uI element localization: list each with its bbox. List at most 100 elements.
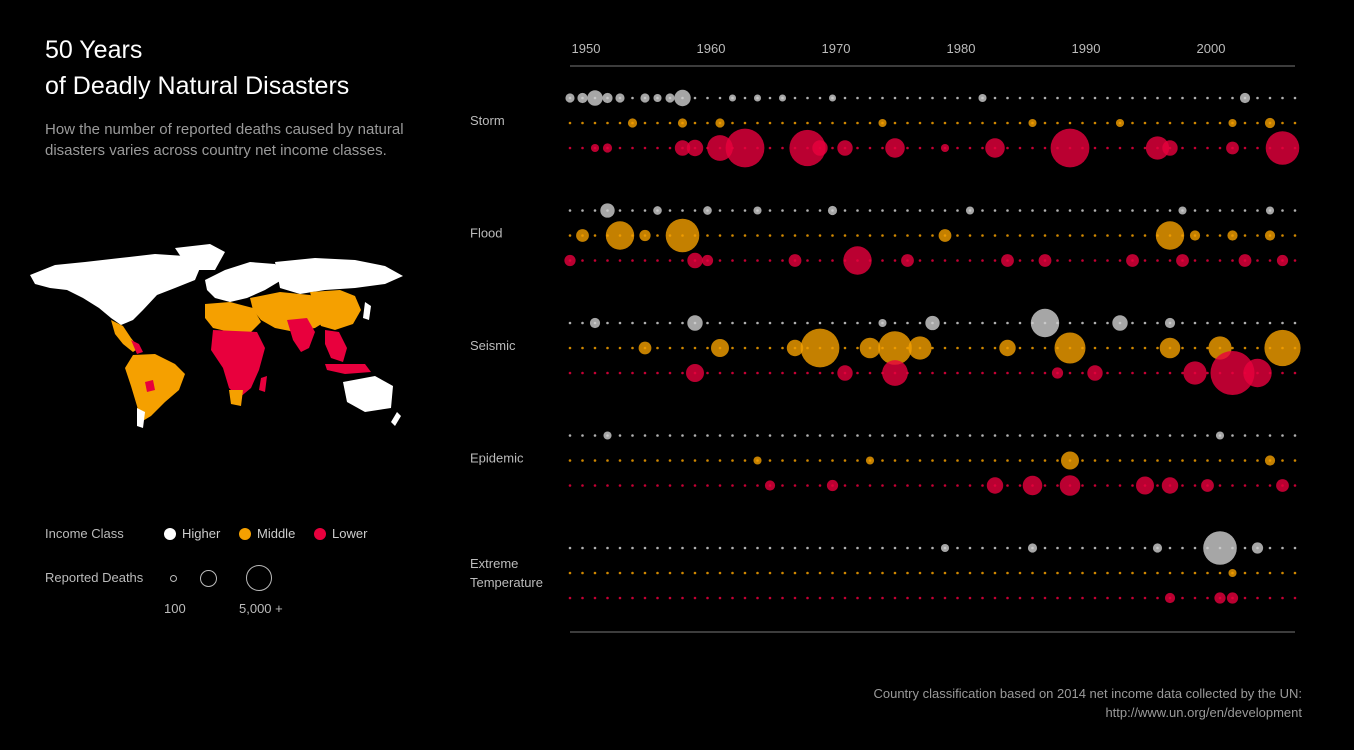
data-point <box>665 218 700 253</box>
baseline-dot <box>893 546 897 550</box>
baseline-dot <box>843 321 847 325</box>
baseline-dot <box>706 321 709 325</box>
baseline-dot <box>1106 121 1109 125</box>
baseline-dot <box>1168 371 1172 375</box>
baseline-dot <box>843 459 847 462</box>
baseline-dot <box>618 434 622 437</box>
baseline-dot <box>818 371 822 375</box>
baseline-dot <box>931 484 934 487</box>
baseline-dot <box>718 596 722 600</box>
data-point <box>1164 592 1176 604</box>
baseline-dot <box>1018 546 1022 550</box>
baseline-dot <box>893 484 897 487</box>
baseline-dot <box>1006 209 1009 212</box>
baseline-dot <box>1093 259 1097 262</box>
baseline-dot <box>1143 121 1147 125</box>
baseline-dot <box>1106 259 1109 262</box>
baseline-dot <box>681 596 684 600</box>
baseline-dot <box>1068 96 1072 100</box>
baseline-dot <box>1081 459 1084 462</box>
baseline-dot <box>1131 571 1134 575</box>
baseline-dot <box>806 209 809 212</box>
baseline-dot <box>1206 96 1209 100</box>
baseline-dot <box>756 121 759 125</box>
baseline-dot <box>1156 434 1159 437</box>
baseline-dot <box>981 209 984 212</box>
baseline-dot <box>1181 121 1184 125</box>
x-tick-label: 1980 <box>947 41 976 56</box>
baseline-dot <box>918 484 922 487</box>
baseline-dot <box>818 121 822 125</box>
baseline-dot <box>606 546 609 550</box>
baseline-dot <box>868 484 872 487</box>
baseline-dot <box>731 571 734 575</box>
baseline-dot <box>568 484 572 487</box>
baseline-dot <box>1156 209 1159 212</box>
baseline-dot <box>656 571 659 575</box>
data-point <box>701 254 714 267</box>
baseline-dot <box>568 371 572 375</box>
baseline-dot <box>643 121 647 125</box>
baseline-dot <box>1043 346 1047 350</box>
baseline-dot <box>918 259 922 262</box>
baseline-dot <box>668 209 672 212</box>
legend-lower-label: Lower <box>332 526 368 541</box>
baseline-dot <box>856 209 859 212</box>
data-point <box>639 229 651 242</box>
baseline-dot <box>593 571 597 575</box>
x-tick-label: 2000 <box>1197 41 1226 56</box>
data-point <box>1183 361 1207 385</box>
baseline-dot <box>1206 259 1209 262</box>
baseline-dot <box>656 484 659 487</box>
baseline-dot <box>756 484 759 487</box>
baseline-dot <box>856 484 859 487</box>
baseline-dot <box>618 121 622 125</box>
baseline-dot <box>731 321 734 325</box>
baseline-dot <box>568 121 572 125</box>
baseline-dot <box>993 434 997 437</box>
baseline-dot <box>1181 459 1184 462</box>
baseline-dot <box>1243 571 1247 575</box>
baseline-dot <box>843 484 847 487</box>
baseline-dot <box>981 259 984 262</box>
baseline-dot <box>1081 96 1084 100</box>
baseline-dot <box>943 434 947 437</box>
baseline-dot <box>681 259 684 262</box>
baseline-dot <box>1293 259 1297 262</box>
baseline-dot <box>1193 546 1197 550</box>
baseline-dot <box>1018 321 1022 325</box>
baseline-dot <box>1031 459 1034 462</box>
baseline-dot <box>893 434 897 437</box>
category-label: Seismic <box>470 338 516 353</box>
baseline-dot <box>1206 209 1209 212</box>
baseline-dot <box>1006 321 1009 325</box>
subtitle: How the number of reported deaths caused… <box>45 121 404 159</box>
income-class-label: Income Class <box>45 526 124 541</box>
baseline-dot <box>818 571 822 575</box>
footnote-link[interactable]: http://www.un.org/en/development <box>1105 705 1302 720</box>
baseline-dot <box>806 371 809 375</box>
baseline-dot <box>1043 596 1047 600</box>
baseline-dot <box>1093 234 1097 237</box>
baseline-dot <box>806 434 809 437</box>
baseline-dot <box>881 209 884 212</box>
baseline-dot <box>881 546 884 550</box>
data-point <box>1203 531 1237 565</box>
x-tick-label: 1990 <box>1072 41 1101 56</box>
baseline-dot <box>1206 371 1209 375</box>
baseline-dot <box>1031 371 1034 375</box>
map-madagascar <box>259 376 267 392</box>
baseline-dot <box>1043 146 1047 150</box>
baseline-dot <box>943 346 947 350</box>
baseline-dot <box>806 96 809 100</box>
baseline-dot <box>768 96 772 100</box>
data-point <box>925 315 940 331</box>
data-point <box>1038 254 1052 267</box>
baseline-dot <box>1206 459 1209 462</box>
baseline-dot <box>818 546 822 550</box>
baseline-dot <box>593 546 597 550</box>
baseline-dot <box>956 596 959 600</box>
data-point <box>827 205 838 216</box>
data-point <box>1027 543 1038 553</box>
data-point <box>1226 141 1239 155</box>
